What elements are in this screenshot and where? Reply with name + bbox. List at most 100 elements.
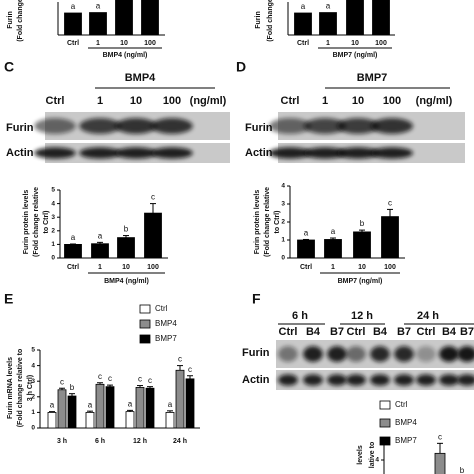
- significance-letter: c: [188, 365, 192, 374]
- y-axis-label: Furin protein levels: [23, 190, 30, 255]
- lane-label: 100: [383, 95, 401, 107]
- bar: [434, 452, 446, 474]
- blot-header: BMP7: [357, 72, 388, 84]
- significance-letter: a: [168, 400, 173, 409]
- lane-label: B7: [397, 326, 411, 338]
- band: [327, 346, 347, 362]
- legend-label: Ctrl: [155, 304, 168, 313]
- legend-label: BMP7: [395, 436, 417, 445]
- lane-label: 10: [352, 95, 364, 107]
- lane-label: Ctrl: [347, 326, 366, 338]
- legend-swatch: [379, 400, 391, 410]
- y-axis-label: to Ctrl): [43, 211, 50, 234]
- x-tick-label: 100: [144, 40, 156, 47]
- band: [336, 118, 380, 134]
- band: [336, 147, 380, 159]
- band: [278, 346, 298, 362]
- bar: [381, 216, 399, 259]
- band: [457, 374, 474, 386]
- band: [439, 346, 459, 362]
- x-tick-label: 10: [358, 264, 366, 271]
- band: [327, 374, 347, 386]
- y-axis-label: (Fold change: [17, 0, 24, 42]
- band: [346, 346, 366, 362]
- y-tick-label: 4: [51, 200, 55, 207]
- y-tick-label: 1: [281, 237, 285, 244]
- bar: [353, 231, 371, 259]
- x-tick-label: Ctrl: [300, 264, 312, 271]
- bar: [294, 12, 312, 36]
- bar: [185, 378, 195, 429]
- x-tick-label: 1: [96, 40, 100, 47]
- significance-letter: a: [301, 2, 306, 11]
- band: [115, 118, 157, 134]
- band: [278, 374, 298, 386]
- row-label: Furin: [6, 122, 34, 134]
- legend-swatch: [139, 334, 151, 344]
- bar: [117, 237, 135, 259]
- band: [303, 374, 323, 386]
- legend-label: BMP4: [155, 319, 177, 328]
- bar: [175, 369, 185, 429]
- band: [303, 147, 347, 159]
- y-axis-label: (Fold change relative: [33, 187, 40, 257]
- legend-label: BMP7: [155, 334, 177, 343]
- y-axis-label: Furin: [7, 11, 14, 29]
- x-axis-label: BMP7 (ng/ml): [338, 278, 383, 285]
- band: [115, 147, 157, 159]
- x-tick-label: 6 h: [95, 438, 105, 445]
- row-label: Actin: [6, 147, 34, 159]
- x-tick-label: 10: [351, 40, 359, 47]
- significance-letter: b: [124, 225, 129, 234]
- legend-label: BMP4: [395, 418, 417, 427]
- lane-label: Ctrl: [46, 95, 65, 107]
- lane-label: B4: [442, 326, 457, 338]
- significance-letter: a: [88, 400, 93, 409]
- x-tick-label: 1: [331, 264, 335, 271]
- x-tick-label: 10: [122, 264, 130, 271]
- bar: [67, 395, 77, 429]
- x-tick-label: Ctrl: [67, 40, 79, 47]
- legend-swatch: [139, 304, 151, 314]
- legend-label: Ctrl: [395, 400, 408, 409]
- y-axis-label: lative to: [369, 442, 376, 468]
- bar: [95, 383, 105, 429]
- x-tick-label: 12 h: [133, 438, 147, 445]
- y-tick-label: 3: [51, 214, 55, 221]
- bar: [165, 411, 175, 429]
- x-tick-label: 100: [147, 264, 159, 271]
- bar: [91, 243, 109, 259]
- legend-swatch: [379, 436, 391, 446]
- y-axis-label: Furin: [255, 11, 262, 29]
- bar: [115, 0, 133, 36]
- bar: [57, 389, 67, 429]
- significance-letter: a: [71, 233, 76, 242]
- band: [303, 118, 347, 134]
- lane-label: Ctrl: [417, 326, 436, 338]
- x-axis-label: BMP4 (ng/ml): [103, 52, 148, 59]
- band: [303, 346, 323, 362]
- bar: [144, 212, 162, 259]
- bar: [89, 12, 107, 36]
- band: [370, 346, 390, 362]
- significance-letter: b: [70, 383, 75, 392]
- y-tick-label: 3: [31, 378, 35, 385]
- significance-letter: c: [60, 377, 64, 386]
- significance-letter: c: [148, 376, 152, 385]
- significance-letter: a: [96, 2, 101, 11]
- bar: [141, 0, 159, 36]
- band: [346, 374, 366, 386]
- lane-label: B7: [330, 326, 344, 338]
- significance-letter: c: [108, 374, 112, 383]
- band: [268, 147, 312, 159]
- panel-label: C: [4, 59, 14, 75]
- significance-letter: c: [98, 372, 102, 381]
- significance-letter: b: [360, 219, 365, 228]
- significance-letter: a: [50, 401, 55, 410]
- group-label: 12 h: [351, 310, 373, 322]
- x-tick-label: 1: [326, 40, 330, 47]
- bar: [105, 386, 115, 429]
- band: [79, 118, 121, 134]
- y-tick-label: 0: [281, 255, 285, 262]
